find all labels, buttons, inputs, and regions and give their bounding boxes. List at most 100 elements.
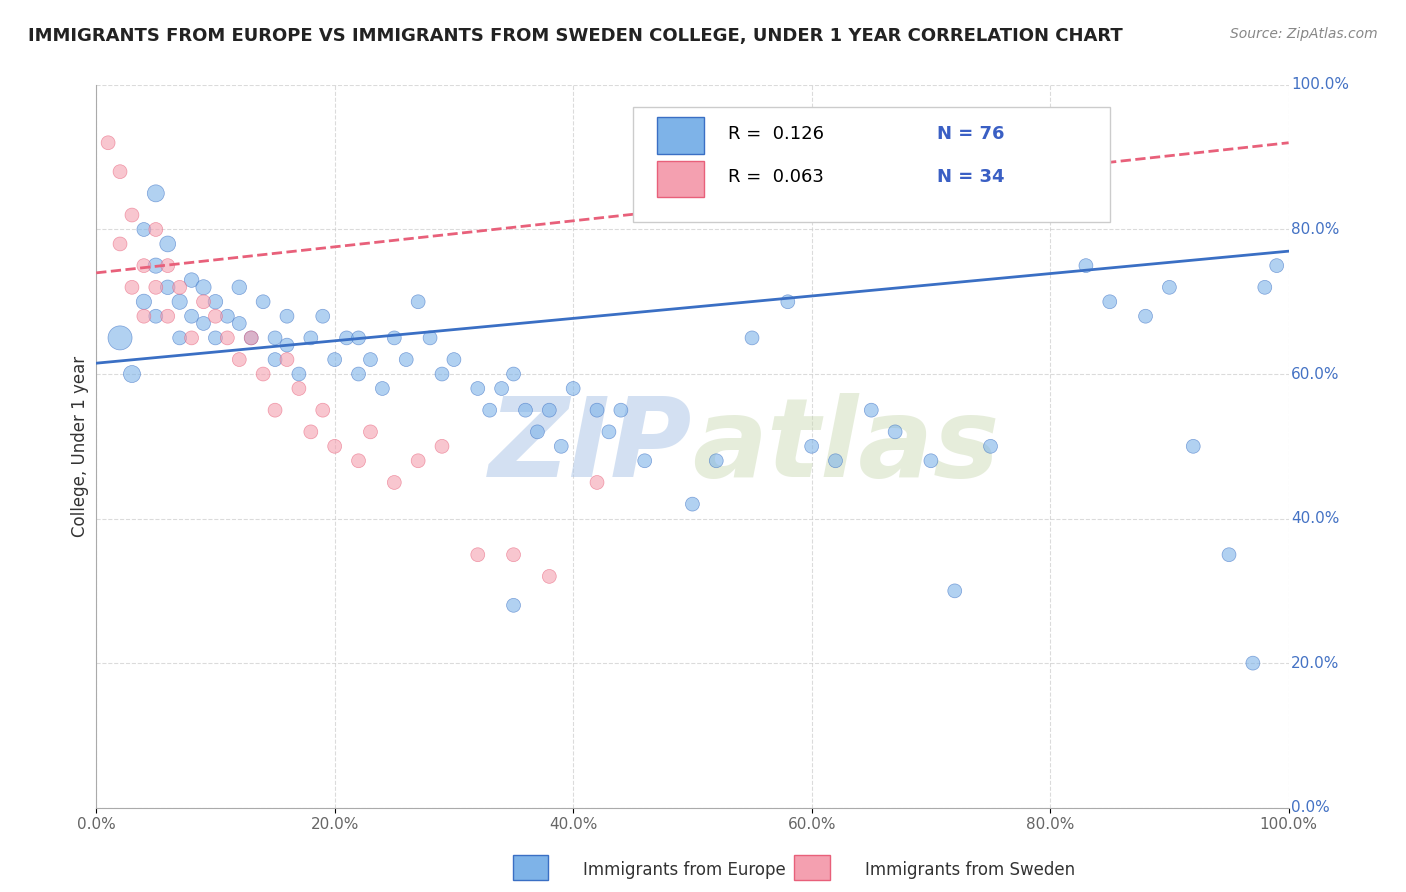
Point bbox=[1159, 280, 1181, 294]
Point bbox=[502, 367, 524, 381]
Point bbox=[1074, 259, 1097, 273]
Point bbox=[299, 331, 322, 345]
Point bbox=[217, 310, 239, 324]
Point bbox=[347, 331, 370, 345]
Point bbox=[108, 331, 131, 345]
Text: 0.0%: 0.0% bbox=[1291, 800, 1330, 815]
Point bbox=[347, 454, 370, 468]
Point bbox=[240, 331, 263, 345]
Point bbox=[217, 331, 239, 345]
Point bbox=[741, 331, 763, 345]
Point bbox=[979, 439, 1001, 453]
Point bbox=[347, 367, 370, 381]
Point bbox=[1241, 656, 1264, 670]
Point bbox=[1135, 310, 1157, 324]
Point bbox=[97, 136, 120, 150]
Point bbox=[145, 186, 167, 201]
Point bbox=[359, 352, 381, 367]
Point bbox=[515, 403, 537, 417]
Point bbox=[1254, 280, 1277, 294]
Point bbox=[491, 382, 513, 396]
Text: R =  0.126: R = 0.126 bbox=[728, 125, 824, 143]
Point bbox=[371, 382, 394, 396]
Point bbox=[156, 236, 179, 251]
Point bbox=[1039, 114, 1062, 128]
Text: atlas: atlas bbox=[692, 392, 1000, 500]
Point bbox=[169, 331, 191, 345]
Point bbox=[108, 236, 131, 251]
Point bbox=[156, 280, 179, 294]
Point bbox=[323, 439, 346, 453]
Point bbox=[312, 403, 335, 417]
Point bbox=[228, 352, 250, 367]
Point bbox=[193, 294, 215, 309]
Point bbox=[252, 294, 274, 309]
Point bbox=[1265, 259, 1288, 273]
Point bbox=[562, 382, 585, 396]
Point bbox=[132, 310, 155, 324]
Point bbox=[121, 280, 143, 294]
Point bbox=[359, 425, 381, 439]
Point bbox=[180, 310, 202, 324]
Point bbox=[550, 439, 572, 453]
FancyBboxPatch shape bbox=[657, 118, 704, 153]
Text: 80.0%: 80.0% bbox=[1291, 222, 1340, 237]
Point bbox=[478, 403, 501, 417]
FancyBboxPatch shape bbox=[657, 161, 704, 197]
Point bbox=[228, 317, 250, 331]
Point bbox=[526, 425, 548, 439]
Text: N = 34: N = 34 bbox=[936, 169, 1004, 186]
Text: Immigrants from Sweden: Immigrants from Sweden bbox=[865, 861, 1074, 879]
Point bbox=[145, 310, 167, 324]
Point bbox=[299, 425, 322, 439]
Point bbox=[467, 382, 489, 396]
Point bbox=[264, 403, 287, 417]
FancyBboxPatch shape bbox=[633, 107, 1109, 222]
Point bbox=[467, 548, 489, 562]
Point bbox=[276, 338, 298, 352]
Point bbox=[121, 367, 143, 381]
Point bbox=[502, 599, 524, 613]
Point bbox=[252, 367, 274, 381]
Y-axis label: College, Under 1 year: College, Under 1 year bbox=[72, 356, 89, 537]
Point bbox=[204, 310, 226, 324]
Point bbox=[430, 367, 453, 381]
Point bbox=[800, 439, 823, 453]
Point bbox=[634, 454, 657, 468]
Point bbox=[1182, 439, 1205, 453]
Point bbox=[406, 294, 429, 309]
Point bbox=[145, 259, 167, 273]
Point bbox=[193, 280, 215, 294]
Point bbox=[264, 352, 287, 367]
Text: Immigrants from Europe: Immigrants from Europe bbox=[583, 861, 786, 879]
Text: R =  0.063: R = 0.063 bbox=[728, 169, 824, 186]
Point bbox=[382, 475, 405, 490]
Point bbox=[502, 548, 524, 562]
Point bbox=[681, 497, 703, 511]
Point bbox=[586, 403, 609, 417]
Point bbox=[145, 280, 167, 294]
Text: 100.0%: 100.0% bbox=[1291, 78, 1348, 93]
Point bbox=[704, 454, 727, 468]
Point bbox=[920, 454, 942, 468]
Point bbox=[382, 331, 405, 345]
Point bbox=[430, 439, 453, 453]
Point bbox=[169, 294, 191, 309]
Text: 40.0%: 40.0% bbox=[1291, 511, 1340, 526]
Point bbox=[240, 331, 263, 345]
Text: 60.0%: 60.0% bbox=[1291, 367, 1340, 382]
Point bbox=[406, 454, 429, 468]
Point bbox=[228, 280, 250, 294]
Point bbox=[598, 425, 620, 439]
Text: IMMIGRANTS FROM EUROPE VS IMMIGRANTS FROM SWEDEN COLLEGE, UNDER 1 YEAR CORRELATI: IMMIGRANTS FROM EUROPE VS IMMIGRANTS FRO… bbox=[28, 27, 1123, 45]
Text: Source: ZipAtlas.com: Source: ZipAtlas.com bbox=[1230, 27, 1378, 41]
Point bbox=[610, 403, 633, 417]
Point bbox=[180, 331, 202, 345]
Point bbox=[860, 403, 883, 417]
Point bbox=[132, 222, 155, 236]
Point bbox=[108, 164, 131, 178]
Point bbox=[288, 382, 311, 396]
Point bbox=[1098, 294, 1121, 309]
Point bbox=[288, 367, 311, 381]
Point bbox=[1218, 548, 1240, 562]
